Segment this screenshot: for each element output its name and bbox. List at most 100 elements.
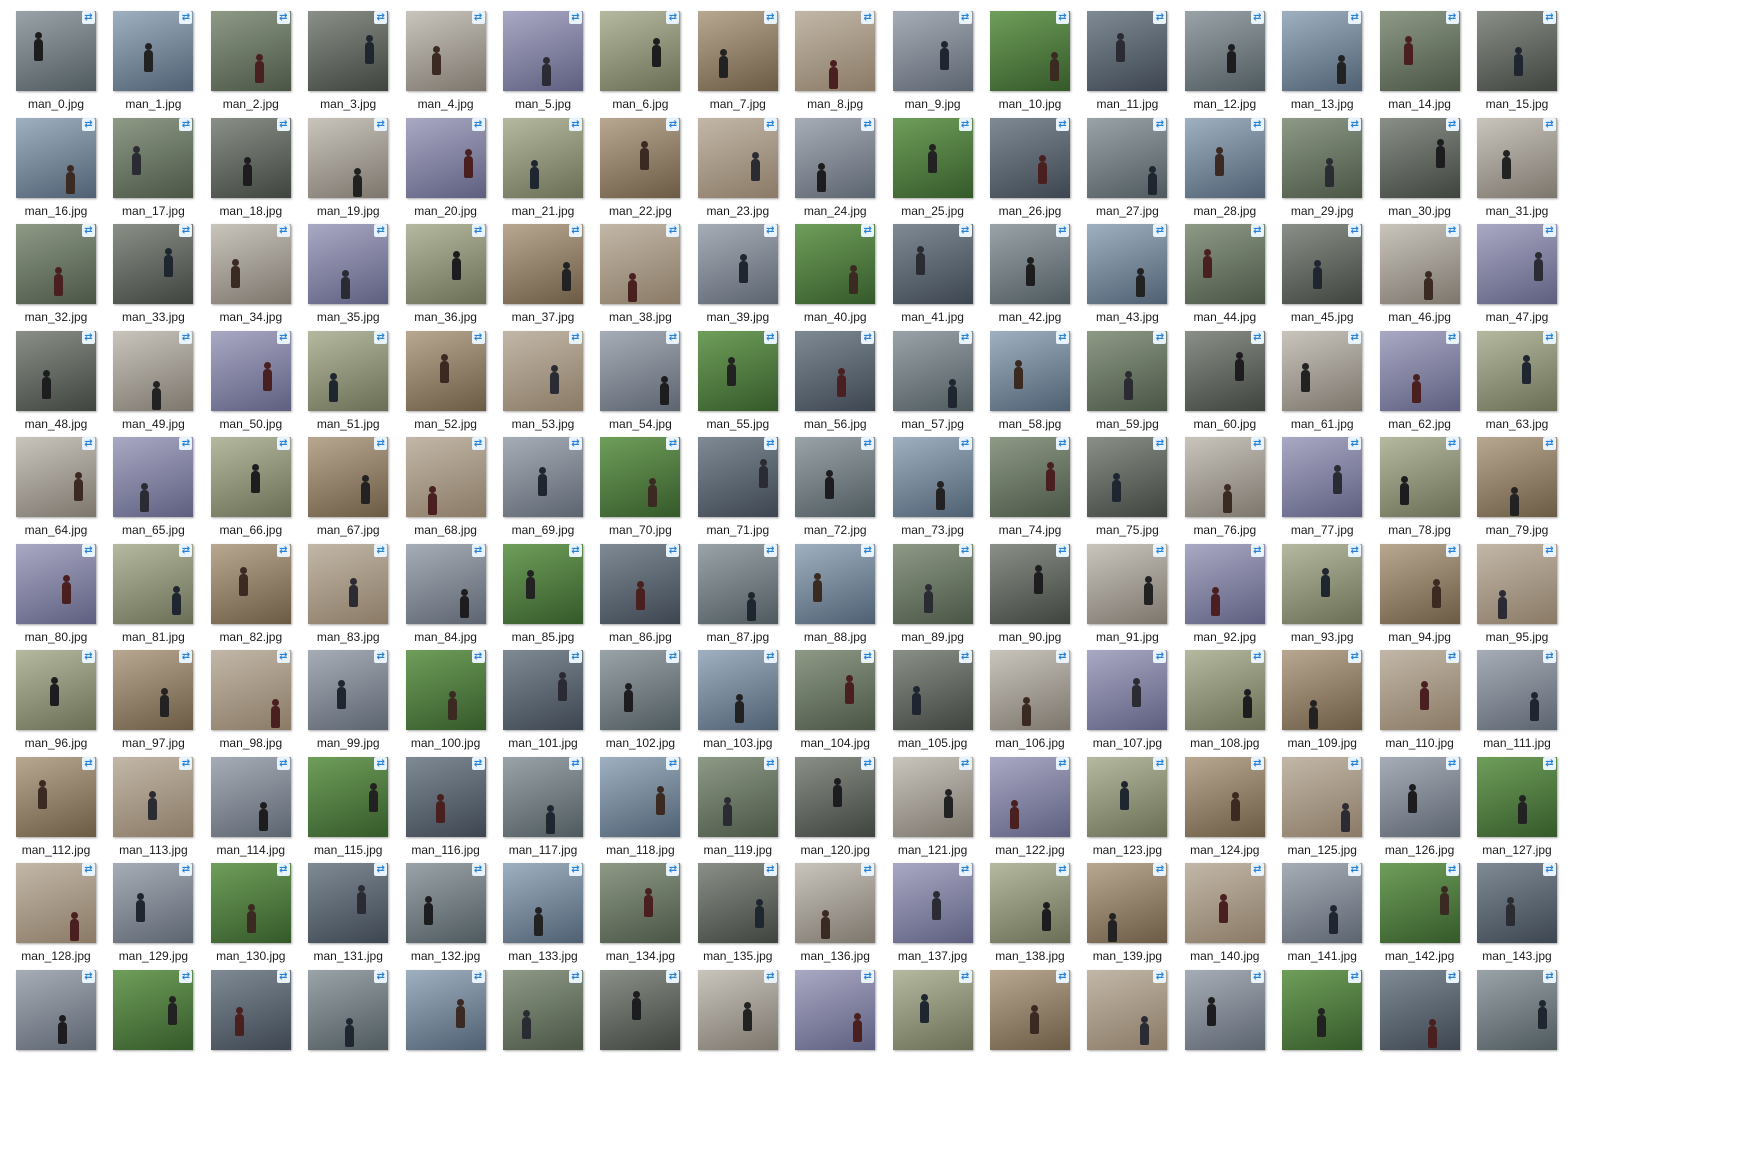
file-item[interactable]: ⇄ man_39.jpg	[684, 219, 792, 331]
file-item[interactable]: ⇄ man_103.jpg	[684, 645, 792, 757]
file-item[interactable]: ⇄ man_42.jpg	[976, 219, 1084, 331]
file-item[interactable]: ⇄ man_107.jpg	[1073, 645, 1181, 757]
file-item[interactable]: ⇄ man_69.jpg	[489, 432, 597, 544]
file-item[interactable]: ⇄ man_91.jpg	[1073, 539, 1181, 651]
file-item[interactable]: ⇄ man_81.jpg	[99, 539, 207, 651]
file-item[interactable]: ⇄ man_11.jpg	[1073, 6, 1181, 118]
file-item[interactable]: ⇄	[684, 965, 792, 1077]
file-item[interactable]: ⇄ man_56.jpg	[781, 326, 889, 438]
file-item[interactable]: ⇄ man_113.jpg	[99, 752, 207, 864]
file-item[interactable]: ⇄ man_30.jpg	[1366, 113, 1474, 225]
file-item[interactable]: ⇄ man_29.jpg	[1268, 113, 1376, 225]
file-item[interactable]: ⇄ man_70.jpg	[586, 432, 694, 544]
file-item[interactable]: ⇄ man_13.jpg	[1268, 6, 1376, 118]
file-item[interactable]: ⇄	[781, 965, 889, 1077]
file-item[interactable]: ⇄ man_44.jpg	[1171, 219, 1279, 331]
file-item[interactable]: ⇄ man_93.jpg	[1268, 539, 1376, 651]
file-item[interactable]: ⇄ man_83.jpg	[294, 539, 402, 651]
file-item[interactable]: ⇄ man_117.jpg	[489, 752, 597, 864]
file-item[interactable]: ⇄ man_46.jpg	[1366, 219, 1474, 331]
file-item[interactable]: ⇄ man_77.jpg	[1268, 432, 1376, 544]
file-item[interactable]: ⇄ man_122.jpg	[976, 752, 1084, 864]
file-item[interactable]: ⇄	[1268, 965, 1376, 1077]
file-item[interactable]: ⇄ man_14.jpg	[1366, 6, 1474, 118]
file-item[interactable]: ⇄ man_106.jpg	[976, 645, 1084, 757]
file-item[interactable]: ⇄ man_27.jpg	[1073, 113, 1181, 225]
file-item[interactable]: ⇄ man_5.jpg	[489, 6, 597, 118]
file-item[interactable]: ⇄ man_16.jpg	[2, 113, 110, 225]
file-item[interactable]: ⇄ man_110.jpg	[1366, 645, 1474, 757]
file-item[interactable]: ⇄ man_120.jpg	[781, 752, 889, 864]
file-item[interactable]: ⇄	[1366, 965, 1474, 1077]
file-item[interactable]: ⇄ man_19.jpg	[294, 113, 402, 225]
file-item[interactable]: ⇄ man_125.jpg	[1268, 752, 1376, 864]
file-item[interactable]: ⇄ man_99.jpg	[294, 645, 402, 757]
file-item[interactable]: ⇄ man_6.jpg	[586, 6, 694, 118]
file-item[interactable]: ⇄	[879, 965, 987, 1077]
file-item[interactable]: ⇄ man_73.jpg	[879, 432, 987, 544]
file-item[interactable]: ⇄ man_76.jpg	[1171, 432, 1279, 544]
file-item[interactable]: ⇄ man_28.jpg	[1171, 113, 1279, 225]
file-item[interactable]: ⇄ man_45.jpg	[1268, 219, 1376, 331]
file-item[interactable]: ⇄ man_17.jpg	[99, 113, 207, 225]
file-item[interactable]: ⇄ man_121.jpg	[879, 752, 987, 864]
file-item[interactable]: ⇄ man_60.jpg	[1171, 326, 1279, 438]
file-item[interactable]: ⇄ man_102.jpg	[586, 645, 694, 757]
file-item[interactable]: ⇄ man_37.jpg	[489, 219, 597, 331]
file-item[interactable]: ⇄ man_20.jpg	[392, 113, 500, 225]
file-item[interactable]: ⇄ man_96.jpg	[2, 645, 110, 757]
file-item[interactable]: ⇄ man_3.jpg	[294, 6, 402, 118]
file-item[interactable]: ⇄ man_114.jpg	[197, 752, 305, 864]
file-item[interactable]: ⇄ man_142.jpg	[1366, 858, 1474, 970]
file-item[interactable]: ⇄ man_62.jpg	[1366, 326, 1474, 438]
file-item[interactable]: ⇄ man_109.jpg	[1268, 645, 1376, 757]
file-item[interactable]: ⇄ man_128.jpg	[2, 858, 110, 970]
file-item[interactable]: ⇄ man_98.jpg	[197, 645, 305, 757]
file-item[interactable]: ⇄ man_127.jpg	[1463, 752, 1571, 864]
file-item[interactable]: ⇄ man_74.jpg	[976, 432, 1084, 544]
file-item[interactable]: ⇄ man_92.jpg	[1171, 539, 1279, 651]
file-item[interactable]: ⇄ man_108.jpg	[1171, 645, 1279, 757]
file-item[interactable]: ⇄ man_48.jpg	[2, 326, 110, 438]
file-item[interactable]: ⇄ man_143.jpg	[1463, 858, 1571, 970]
file-item[interactable]: ⇄	[976, 965, 1084, 1077]
file-item[interactable]: ⇄ man_52.jpg	[392, 326, 500, 438]
file-item[interactable]: ⇄ man_119.jpg	[684, 752, 792, 864]
file-item[interactable]: ⇄ man_40.jpg	[781, 219, 889, 331]
file-item[interactable]: ⇄ man_38.jpg	[586, 219, 694, 331]
file-item[interactable]: ⇄ man_55.jpg	[684, 326, 792, 438]
file-item[interactable]: ⇄ man_67.jpg	[294, 432, 402, 544]
file-item[interactable]: ⇄	[99, 965, 207, 1077]
file-item[interactable]: ⇄ man_57.jpg	[879, 326, 987, 438]
file-item[interactable]: ⇄ man_141.jpg	[1268, 858, 1376, 970]
file-item[interactable]: ⇄ man_111.jpg	[1463, 645, 1571, 757]
file-item[interactable]: ⇄ man_63.jpg	[1463, 326, 1571, 438]
file-item[interactable]: ⇄ man_49.jpg	[99, 326, 207, 438]
file-item[interactable]: ⇄ man_10.jpg	[976, 6, 1084, 118]
file-item[interactable]: ⇄ man_136.jpg	[781, 858, 889, 970]
file-item[interactable]: ⇄ man_23.jpg	[684, 113, 792, 225]
file-item[interactable]: ⇄ man_0.jpg	[2, 6, 110, 118]
file-item[interactable]: ⇄ man_51.jpg	[294, 326, 402, 438]
file-item[interactable]: ⇄ man_129.jpg	[99, 858, 207, 970]
file-item[interactable]: ⇄ man_85.jpg	[489, 539, 597, 651]
file-item[interactable]: ⇄ man_118.jpg	[586, 752, 694, 864]
file-item[interactable]: ⇄ man_9.jpg	[879, 6, 987, 118]
file-item[interactable]: ⇄ man_68.jpg	[392, 432, 500, 544]
file-item[interactable]: ⇄ man_34.jpg	[197, 219, 305, 331]
file-item[interactable]: ⇄ man_88.jpg	[781, 539, 889, 651]
file-item[interactable]: ⇄ man_87.jpg	[684, 539, 792, 651]
file-item[interactable]: ⇄ man_90.jpg	[976, 539, 1084, 651]
file-item[interactable]: ⇄ man_78.jpg	[1366, 432, 1474, 544]
file-item[interactable]: ⇄	[1073, 965, 1181, 1077]
file-item[interactable]: ⇄ man_2.jpg	[197, 6, 305, 118]
file-item[interactable]: ⇄ man_66.jpg	[197, 432, 305, 544]
file-item[interactable]: ⇄ man_137.jpg	[879, 858, 987, 970]
file-item[interactable]: ⇄ man_50.jpg	[197, 326, 305, 438]
file-item[interactable]: ⇄ man_4.jpg	[392, 6, 500, 118]
file-item[interactable]: ⇄ man_24.jpg	[781, 113, 889, 225]
file-item[interactable]: ⇄ man_82.jpg	[197, 539, 305, 651]
file-item[interactable]: ⇄	[197, 965, 305, 1077]
file-item[interactable]: ⇄ man_135.jpg	[684, 858, 792, 970]
file-item[interactable]: ⇄ man_94.jpg	[1366, 539, 1474, 651]
